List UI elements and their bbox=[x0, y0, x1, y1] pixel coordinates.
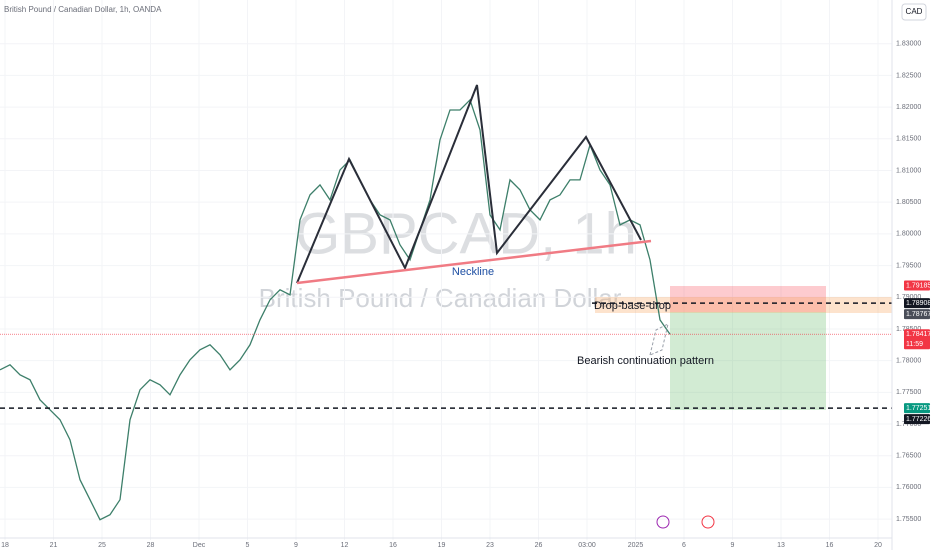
y-tick-label: 1.80500 bbox=[896, 199, 921, 206]
currency-button-frame[interactable] bbox=[901, 3, 927, 21]
y-tick-label: 1.77000 bbox=[896, 421, 921, 428]
y-tick-label: 1.78000 bbox=[896, 357, 921, 364]
x-tick-label: 2025 bbox=[628, 542, 644, 549]
neckline bbox=[296, 239, 652, 285]
y-tick-label: 1.81500 bbox=[896, 136, 921, 143]
x-tick-label: 21 bbox=[50, 542, 58, 549]
plot bbox=[0, 98, 892, 521]
y-tick-label: 1.76000 bbox=[896, 484, 921, 491]
x-tick-label: 16 bbox=[389, 542, 397, 549]
price-badge-label: 1.78908 bbox=[906, 300, 931, 307]
y-tick-label: 1.79000 bbox=[896, 294, 921, 301]
price-badge-label: 1.77251 bbox=[906, 405, 931, 412]
event-icon[interactable] bbox=[656, 515, 670, 529]
currency-button[interactable]: CAD bbox=[901, 3, 927, 21]
zone-label: Drop-base-drop bbox=[594, 300, 671, 312]
y-tick-label: 1.83000 bbox=[896, 41, 921, 48]
event-icon[interactable] bbox=[701, 515, 715, 529]
y-tick-label: 1.75500 bbox=[896, 516, 921, 523]
stop-zone bbox=[670, 286, 826, 312]
y-tick-label: 1.80000 bbox=[896, 231, 921, 238]
currency-button-label[interactable]: CAD bbox=[906, 7, 923, 16]
target-zone bbox=[670, 312, 826, 410]
y-tick-label: 1.76500 bbox=[896, 453, 921, 460]
y-tick-label: 1.81000 bbox=[896, 167, 921, 174]
x-tick-label: 6 bbox=[682, 542, 686, 549]
y-tick-label: 1.77500 bbox=[896, 389, 921, 396]
x-tick-label: 20 bbox=[874, 542, 882, 549]
x-tick-label: 12 bbox=[341, 542, 349, 549]
y-tick-label: 1.82500 bbox=[896, 72, 921, 79]
price-line bbox=[0, 98, 671, 521]
watermark-subtitle: British Pound / Canadian Dollar bbox=[259, 283, 622, 313]
price-badge-label: 1.78767 bbox=[906, 311, 931, 318]
pattern-drawing bbox=[296, 84, 642, 284]
price-badge bbox=[904, 329, 930, 350]
x-tick-label: 25 bbox=[98, 542, 106, 549]
neckline-label: Neckline bbox=[452, 266, 494, 278]
x-tick-label: 13 bbox=[777, 542, 785, 549]
price-badge-label: 1.78417 bbox=[906, 331, 931, 338]
price-axis: 1.75500 1.76000 1.76500 1.77000 1.77500 1.780… bbox=[1, 41, 931, 549]
chart-title: British Pound / Canadian Dollar, 1h, OAN… bbox=[4, 5, 162, 14]
price-badge bbox=[904, 309, 930, 320]
price-badge bbox=[904, 414, 930, 425]
x-tick-label: 5 bbox=[246, 542, 250, 549]
x-tick-label: 28 bbox=[147, 542, 155, 549]
x-tick-label: 18 bbox=[1, 542, 9, 549]
price-badge bbox=[904, 403, 930, 414]
y-tick-label: 1.82000 bbox=[896, 104, 921, 111]
x-tick-label: 9 bbox=[294, 542, 298, 549]
price-badge bbox=[904, 298, 930, 309]
flag-drawing bbox=[649, 323, 669, 356]
x-tick-label: 23 bbox=[486, 542, 494, 549]
price-badge bbox=[904, 280, 930, 291]
x-tick-label: 19 bbox=[438, 542, 446, 549]
x-tick-label: 9 bbox=[731, 542, 735, 549]
x-tick-label: 26 bbox=[535, 542, 543, 549]
grid bbox=[0, 0, 892, 540]
x-tick-label: 16 bbox=[826, 542, 834, 549]
x-tick-label: 03:00 bbox=[578, 542, 596, 549]
supply-zone bbox=[595, 297, 892, 313]
price-badge-label: 1.77226 bbox=[906, 416, 931, 423]
pattern-label: Bearish continuation pattern bbox=[577, 355, 714, 367]
x-tick-label: Dec bbox=[193, 542, 206, 549]
countdown-label: 11:59 bbox=[906, 341, 923, 348]
price-badge-label: 1.79185 bbox=[906, 282, 931, 289]
y-tick-label: 1.79500 bbox=[896, 262, 921, 269]
